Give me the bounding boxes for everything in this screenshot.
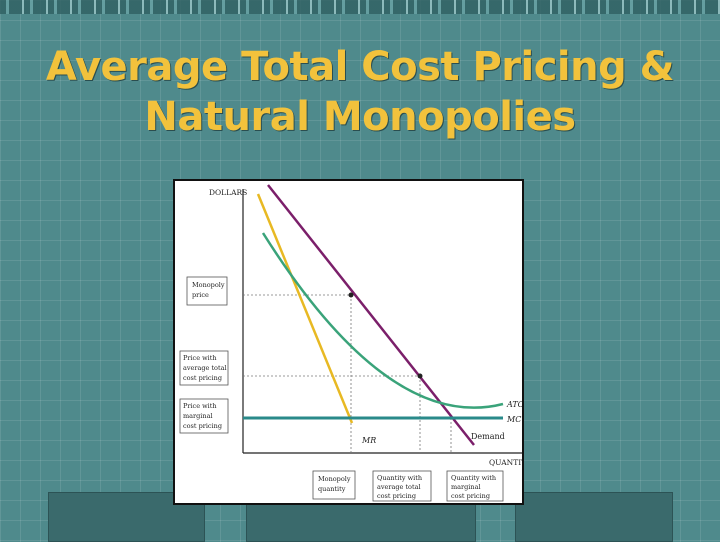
decorative-bar-right <box>515 492 673 542</box>
price-box-monopoly-line2: price <box>192 291 209 299</box>
price-box-mc-line1: Price with <box>183 402 217 410</box>
quantity-box-mc-line1: Quantity with <box>451 474 496 482</box>
mr-curve <box>256 193 354 424</box>
atc-label: ATC <box>506 400 522 409</box>
price-box-atc: Price with average total cost pricing <box>179 350 229 386</box>
x-axis-label: QUANTITY <box>489 458 522 467</box>
quantity-box-atc-line3: cost pricing <box>377 492 416 500</box>
quantity-box-monopoly-line1: Monopoly <box>318 475 351 483</box>
decorative-circuit-strip <box>0 0 720 14</box>
quantity-box-atc-line1: Quantity with <box>377 474 422 482</box>
y-axis-label: DOLLARS <box>209 188 247 197</box>
natural-monopoly-diagram: DOLLARS QUANTITY ATC MC MR Demand Monopo… <box>173 179 524 505</box>
title-line-1: Average Total Cost Pricing & <box>45 44 675 90</box>
price-box-monopoly: Monopoly price <box>186 276 228 306</box>
quantity-box-atc: Quantity with average total cost pricing <box>372 470 432 502</box>
slide-title: Average Total Cost Pricing & Natural Mon… <box>0 42 720 142</box>
atc-curve <box>261 232 504 409</box>
demand-curve <box>267 184 475 446</box>
quantity-box-mc-line2: marginal <box>451 483 481 491</box>
diagram-svg: DOLLARS QUANTITY ATC MC MR Demand Monopo… <box>179 184 522 502</box>
atc-intersection-point <box>417 373 423 379</box>
quantity-box-mc: Quantity with marginal cost pricing <box>446 470 504 502</box>
price-box-atc-line3: cost pricing <box>183 374 222 382</box>
demand-label: Demand <box>471 432 505 441</box>
price-box-mc: Price with marginal cost pricing <box>179 398 229 434</box>
quantity-box-mc-line3: cost pricing <box>451 492 490 500</box>
mr-label: MR <box>361 436 376 445</box>
price-box-mc-line2: marginal <box>183 412 213 420</box>
quantity-box-monopoly-line2: quantity <box>318 485 346 493</box>
title-line-2: Natural Monopolies <box>144 94 576 140</box>
mc-label: MC <box>506 415 521 424</box>
quantity-box-atc-line2: average total <box>377 483 421 491</box>
quantity-box-monopoly: Monopoly quantity <box>312 470 356 500</box>
price-box-atc-line2: average total <box>183 364 227 372</box>
price-box-mc-line3: cost pricing <box>183 422 222 430</box>
monopoly-point <box>348 292 354 298</box>
price-box-atc-line1: Price with <box>183 354 217 362</box>
price-box-monopoly-line1: Monopoly <box>192 281 225 289</box>
